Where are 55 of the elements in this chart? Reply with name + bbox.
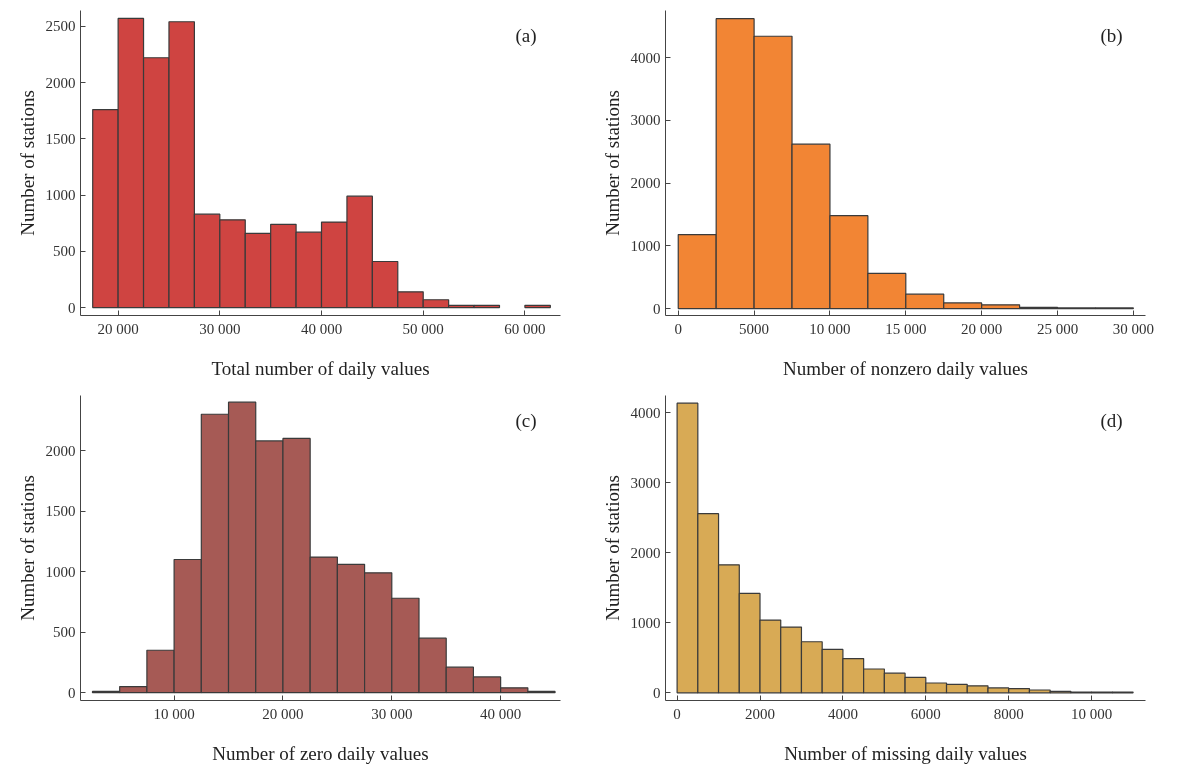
x-tick-label: 20 000 bbox=[262, 705, 304, 722]
y-tick-label: 1500 bbox=[45, 130, 76, 147]
x-tick-label: 8000 bbox=[993, 705, 1024, 722]
y-tick-label: 0 bbox=[653, 300, 661, 317]
x-tick-label: 0 bbox=[674, 320, 682, 337]
annotation: (a) bbox=[515, 24, 537, 47]
y-axis-title: Number of stations bbox=[601, 475, 623, 621]
y-tick-label: 2000 bbox=[45, 442, 76, 459]
y-tick-label: 0 bbox=[68, 684, 76, 701]
annotation: (b) bbox=[1100, 24, 1123, 47]
y-axis-title: Number of stations bbox=[601, 90, 623, 236]
x-tick-label: 20 000 bbox=[961, 320, 1003, 337]
annotation: (c) bbox=[515, 409, 537, 432]
x-tick-label: 4000 bbox=[827, 705, 858, 722]
x-tick-label: 30 000 bbox=[371, 705, 413, 722]
x-tick-label: 10 000 bbox=[809, 320, 851, 337]
annotation: (d) bbox=[1100, 409, 1123, 432]
y-tick-label: 0 bbox=[653, 684, 661, 701]
y-tick-label: 3000 bbox=[630, 474, 661, 491]
x-tick-label: 30 000 bbox=[199, 320, 241, 337]
y-axis-title: Number of stations bbox=[16, 90, 38, 236]
x-tick-label: 15 000 bbox=[885, 320, 927, 337]
x-axis-title: Total number of daily values bbox=[211, 357, 430, 379]
y-tick-label: 3000 bbox=[630, 112, 661, 129]
y-tick-label: 500 bbox=[53, 243, 76, 260]
x-tick-label: 40 000 bbox=[480, 705, 522, 722]
x-tick-label: 10 000 bbox=[1070, 705, 1113, 722]
x-tick-label: 0 bbox=[673, 705, 681, 722]
y-tick-label: 500 bbox=[53, 624, 76, 641]
y-tick-label: 4000 bbox=[630, 49, 661, 66]
y-tick-label: 1500 bbox=[45, 503, 76, 520]
y-tick-label: 0 bbox=[68, 299, 76, 316]
x-tick-label: 50 000 bbox=[402, 320, 444, 337]
x-tick-label: 5000 bbox=[739, 320, 770, 337]
y-tick-label: 1000 bbox=[45, 187, 76, 204]
x-tick-label: 10 000 bbox=[153, 705, 195, 722]
x-tick-label: 20 000 bbox=[97, 320, 139, 337]
y-tick-label: 4000 bbox=[630, 404, 661, 421]
y-tick-label: 1000 bbox=[630, 237, 661, 254]
y-tick-label: 2000 bbox=[45, 74, 76, 91]
y-tick-label: 2000 bbox=[630, 175, 661, 192]
y-axis-title: Number of stations bbox=[16, 475, 38, 621]
y-tick-label: 1000 bbox=[45, 563, 76, 580]
x-tick-label: 6000 bbox=[910, 705, 941, 722]
x-tick-label: 30 000 bbox=[1112, 320, 1154, 337]
y-tick-label: 2500 bbox=[45, 18, 76, 35]
y-tick-label: 1000 bbox=[630, 614, 661, 631]
x-tick-label: 60 000 bbox=[504, 320, 546, 337]
x-tick-label: 25 000 bbox=[1036, 320, 1079, 337]
y-tick-label: 2000 bbox=[630, 544, 661, 561]
x-axis-title: Number of nonzero daily values bbox=[783, 357, 1028, 379]
x-tick-label: 2000 bbox=[745, 705, 776, 722]
x-axis-title: Number of missing daily values bbox=[784, 742, 1027, 764]
x-tick-label: 40 000 bbox=[300, 320, 343, 337]
x-axis-title: Number of zero daily values bbox=[212, 742, 429, 764]
